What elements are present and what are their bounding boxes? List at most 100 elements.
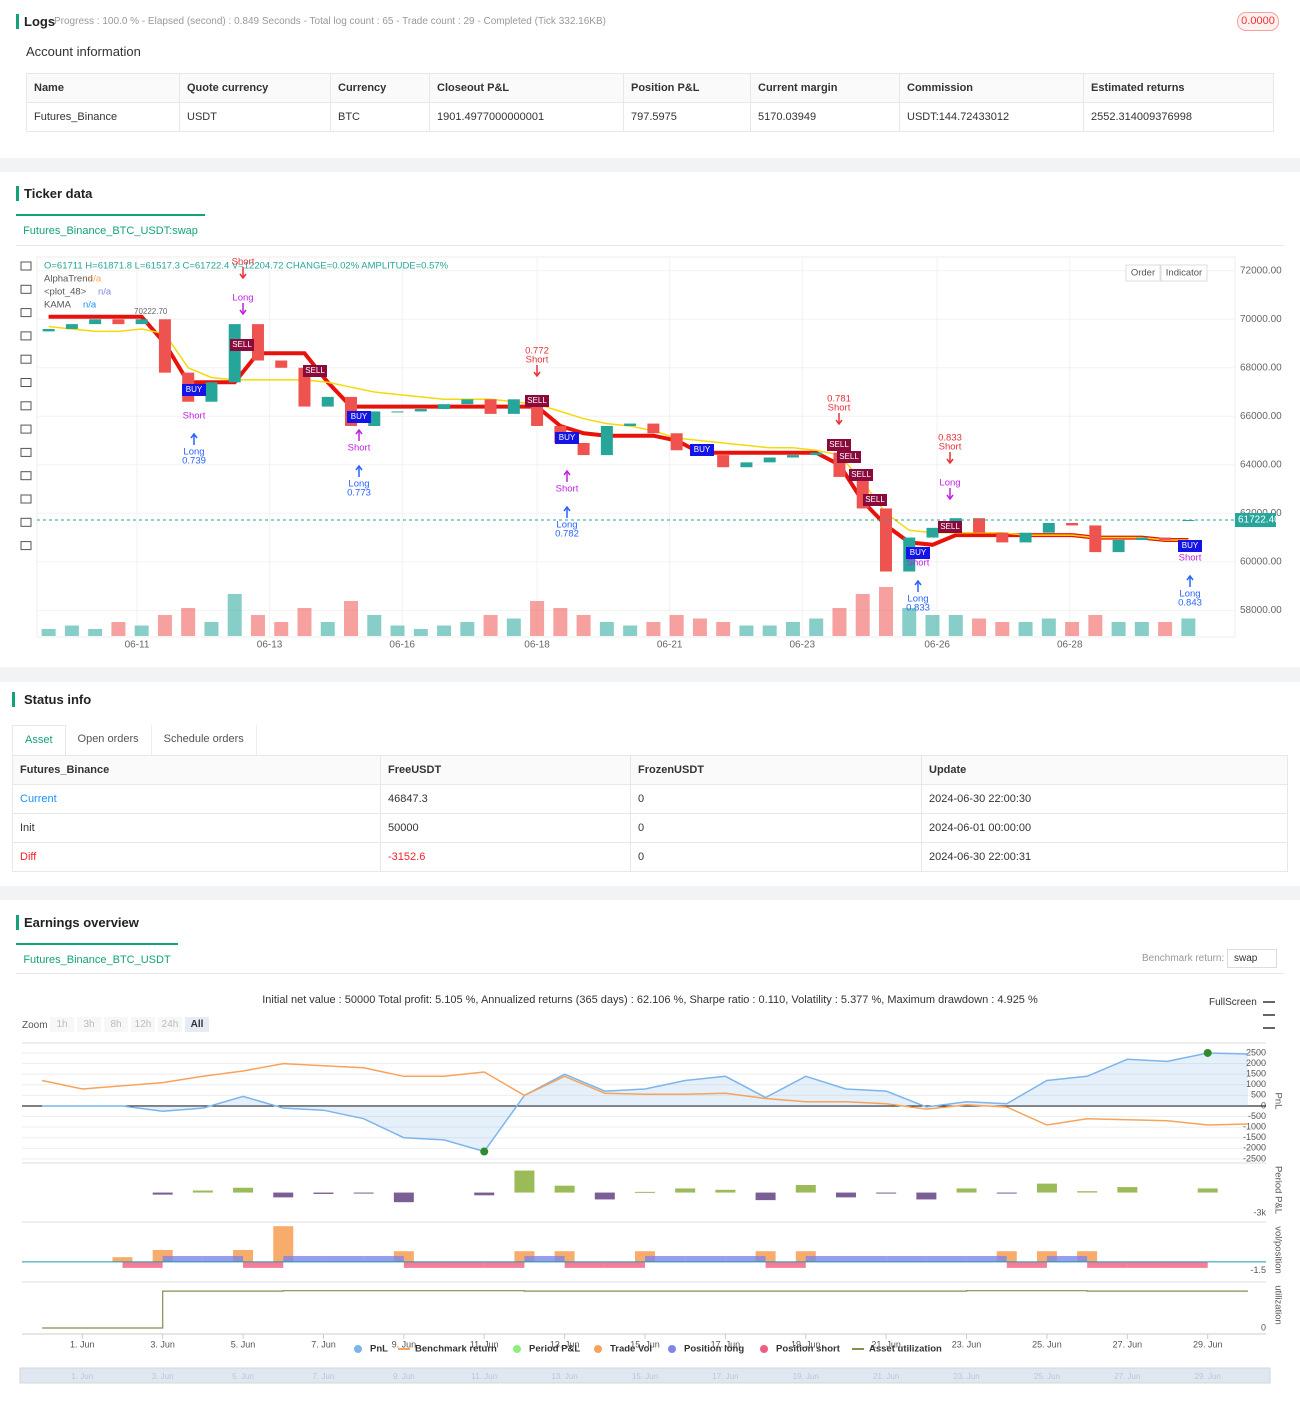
signal-label: SELL <box>305 366 325 375</box>
period-bar <box>1117 1187 1138 1193</box>
indicator-value: n/a <box>88 274 102 285</box>
earnings-title: Earnings overview <box>24 915 139 930</box>
legend-marker <box>668 1345 676 1353</box>
volume-bar <box>553 608 568 636</box>
account-table-wrap: Name Quote currency Currency Closeout P&L Po… <box>26 73 1274 132</box>
sell-box <box>849 469 873 481</box>
legend-label[interactable]: Trade Vol <box>610 1344 652 1355</box>
signal-label: Short <box>939 442 962 453</box>
zoom-button[interactable]: 1h <box>50 1017 74 1032</box>
sell-box <box>827 439 851 451</box>
candle <box>577 442 590 456</box>
tool-icon <box>20 284 32 294</box>
legend-label[interactable]: Benchmark return <box>415 1344 497 1355</box>
tool-icon <box>20 541 32 551</box>
signal-label: SELL <box>851 470 871 479</box>
ticker-tab[interactable]: Futures_Binance_BTC_USDT:swap <box>16 214 205 246</box>
volume-bar <box>506 618 521 636</box>
period-bar <box>514 1170 535 1193</box>
position-bar <box>1087 1261 1128 1268</box>
header-cell: Name <box>26 73 180 103</box>
signal-label: 0.781 <box>827 394 851 405</box>
status-tab[interactable]: Asset <box>12 725 66 755</box>
signal-label: Long <box>348 479 369 490</box>
candle <box>1135 537 1148 540</box>
y-axis-title: PnL <box>1272 1093 1283 1110</box>
volume-bar <box>1088 615 1103 636</box>
legend-label[interactable]: Position long <box>684 1344 744 1355</box>
row: Futures_Binance USDT BTC 1901.4977000000001… <box>26 102 1274 132</box>
signal-label: Short <box>183 411 206 422</box>
candle <box>1089 525 1102 553</box>
y-axis-title: utilization <box>1272 1285 1283 1325</box>
position-bar <box>926 1255 967 1262</box>
zoom-button[interactable]: 3h <box>77 1017 101 1032</box>
header-cell: Estimated returns <box>1083 73 1274 103</box>
signal-label: 0.739 <box>182 456 206 467</box>
zoom-button[interactable]: 8h <box>104 1017 128 1032</box>
benchmark-select[interactable]: swap <box>1227 949 1277 968</box>
position-bar <box>1127 1261 1168 1268</box>
candle <box>926 527 939 538</box>
legend-label[interactable]: Asset utilization <box>869 1344 942 1355</box>
position-bar <box>363 1255 404 1262</box>
y-tick-label: 2000 <box>1246 1058 1266 1068</box>
signal-label: BUY <box>694 445 711 454</box>
volume-bar <box>367 615 382 636</box>
x-tick-label: 29. Jun <box>1193 1339 1223 1349</box>
status-tab[interactable]: Schedule orders <box>152 725 257 755</box>
volume-bar <box>1018 622 1033 636</box>
volume-bar <box>413 629 428 636</box>
volume-bar <box>227 594 242 636</box>
zoom-button[interactable]: 12h <box>131 1017 155 1032</box>
y-tick-label: -3k <box>1253 1208 1266 1218</box>
status-tab[interactable]: Open orders <box>66 725 152 755</box>
signal-label: BUY <box>351 412 368 421</box>
candle <box>1042 523 1055 533</box>
position-bar <box>444 1261 485 1268</box>
legend-label[interactable]: Period P&L <box>529 1344 580 1355</box>
candle <box>717 455 730 468</box>
indicator-name: KAMA <box>44 300 72 311</box>
cell: 46847.3 <box>380 784 631 814</box>
position-bar <box>805 1255 846 1262</box>
y-axis-title: Period P&L <box>1272 1166 1283 1214</box>
y-tick-label: -1.5 <box>1250 1265 1266 1275</box>
tool-icon <box>20 517 32 527</box>
volume-bar <box>925 615 940 636</box>
volume-bar <box>1111 622 1126 636</box>
cell: 5170.03949 <box>750 102 900 132</box>
period-bar <box>152 1192 173 1195</box>
zoom-button[interactable]: 24h <box>158 1017 182 1032</box>
x-tick-label: 06-13 <box>257 640 283 651</box>
cell: 2024-06-01 00:00:00 <box>921 813 1288 843</box>
zoom-button[interactable]: All <box>185 1017 209 1032</box>
tool-icon <box>20 378 32 387</box>
earnings-tab[interactable]: Futures_Binance_BTC_USDT <box>16 943 178 975</box>
fullscreen[interactable]: FullScreen <box>1209 997 1257 1008</box>
position-bar <box>1006 1261 1047 1268</box>
volume-bar <box>437 625 452 636</box>
buy-box <box>182 384 206 396</box>
indicator-line <box>48 314 1189 547</box>
accent <box>16 14 19 29</box>
period-bar <box>916 1192 937 1200</box>
signal-arrowhead <box>946 458 954 465</box>
chart-button[interactable] <box>1160 264 1208 282</box>
signal-label: Long <box>183 447 204 458</box>
legend-label[interactable]: Position short <box>776 1344 841 1355</box>
x-tick-label: 06-21 <box>657 640 683 651</box>
logs-title: Logs <box>24 14 56 29</box>
cell: BTC <box>330 102 430 132</box>
last-price-label: 61722.40 <box>1238 515 1280 526</box>
position-bar <box>645 1255 686 1262</box>
divider <box>16 973 1284 974</box>
volume-bar <box>995 622 1010 636</box>
legend-label[interactable]: PnL <box>370 1344 388 1355</box>
volume-bar <box>111 622 126 636</box>
candle <box>321 396 334 407</box>
chart-button[interactable] <box>1125 264 1161 282</box>
cell: 2024-06-30 22:00:31 <box>921 842 1288 872</box>
x-tick-label: 06-23 <box>789 640 815 651</box>
signal-label: Short <box>348 443 371 454</box>
